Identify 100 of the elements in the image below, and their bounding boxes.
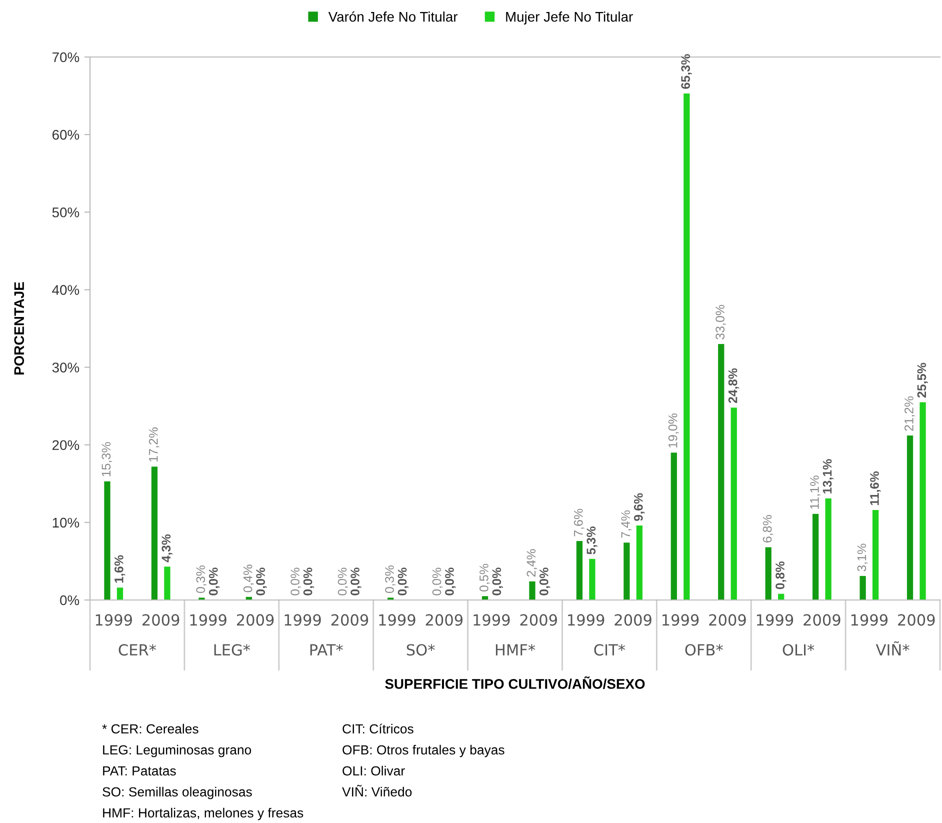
text: OLI: Olivar: [342, 766, 405, 776]
bar: [684, 93, 690, 600]
y-axis-title: PORCENTAJE: [14, 282, 24, 375]
y-tick-label: 60%: [52, 130, 80, 140]
data-label: 24,8%: [728, 368, 740, 404]
data-label: 0,3%: [196, 565, 207, 594]
x-axis-title: SUPERFICIE TIPO CULTIVO/AÑO/SEXO: [385, 676, 645, 690]
data-label: 0,0%: [492, 568, 503, 596]
bar: [765, 547, 772, 600]
data-label: 0,4%: [243, 564, 254, 592]
text: SO: Semillas oleaginosas: [102, 786, 252, 800]
bar: [825, 498, 832, 600]
data-label: 0,0%: [398, 568, 408, 596]
x-tick-label: 2009: [426, 614, 463, 626]
bar: [589, 558, 596, 600]
x-tick-label: 1999: [190, 614, 226, 626]
text: SO*: [406, 644, 435, 656]
data-label: 17,2%: [148, 427, 160, 462]
y-tick-label: 40%: [52, 285, 80, 295]
data-label: 0,0%: [338, 568, 348, 596]
y-tick-label: 0%: [60, 595, 80, 606]
x-tick-label: 1999: [756, 614, 794, 626]
data-label: 0,5%: [480, 564, 490, 592]
data-label: 6,8%: [762, 515, 774, 542]
legend-label: Varón Jefe No Titular: [328, 11, 458, 22]
text: OLI*: [782, 644, 814, 656]
x-tick-label: 2009: [142, 614, 180, 626]
text: LEG: Leguminosas grano: [103, 744, 252, 758]
data-label: 7,6%: [574, 508, 584, 536]
x-tick-label: 2009: [709, 614, 746, 626]
text: OFB*: [685, 644, 723, 656]
y-tick-label: 70%: [52, 52, 80, 62]
x-tick-label: 2009: [614, 614, 652, 626]
text: HMF: Hortalizas, melones y fresas: [103, 808, 304, 820]
data-label: 0,0%: [303, 568, 314, 596]
data-label: 4,3%: [162, 534, 172, 562]
bar: [104, 481, 110, 600]
x-tick-label: 1999: [568, 614, 604, 626]
data-label: 11,6%: [870, 471, 881, 506]
data-label: 0,0%: [350, 568, 362, 596]
text: HMF*: [496, 644, 536, 656]
data-label: 0,0%: [445, 568, 456, 596]
text: VIÑ: Viñedo: [342, 784, 412, 797]
bar: [576, 541, 583, 600]
data-label: 9,6%: [634, 493, 645, 521]
data-label: 65,3%: [681, 54, 692, 89]
bar: [718, 344, 724, 600]
bar: [116, 588, 124, 600]
bar: [529, 581, 536, 600]
y-tick-label: 30%: [52, 362, 80, 372]
text: LEG*: [214, 644, 250, 656]
y-tick-label: 50%: [52, 207, 80, 218]
x-tick-label: 1999: [379, 614, 416, 626]
data-label: 1,6%: [114, 555, 126, 583]
bar: [164, 566, 170, 600]
bar: [636, 526, 642, 600]
bar: [624, 542, 630, 600]
data-label: 5,3%: [586, 526, 598, 554]
text: CER*: [118, 644, 156, 656]
data-label: 21,2%: [904, 396, 915, 431]
data-label: 0,0%: [290, 568, 301, 596]
bar: [151, 466, 158, 600]
data-label: 7,4%: [621, 510, 632, 538]
x-tick-label: 1999: [662, 614, 699, 626]
bar: [812, 514, 819, 600]
x-tick-label: 1999: [474, 614, 510, 626]
x-tick-label: 2009: [898, 614, 935, 626]
bar: [670, 452, 677, 600]
y-tick-label: 10%: [52, 518, 80, 528]
x-tick-label: 1999: [96, 614, 132, 626]
y-tick-label: 20%: [52, 440, 80, 450]
data-label: 0,8%: [776, 561, 786, 590]
x-tick-label: 2009: [804, 614, 840, 626]
bar: [906, 436, 914, 600]
bar: [872, 510, 879, 600]
bar: [920, 402, 926, 600]
legend-label: Mujer Jefe No Titular: [506, 12, 633, 24]
data-label: 11,1%: [810, 476, 820, 509]
x-tick-label: 2009: [331, 614, 368, 626]
data-label: 0,0%: [256, 568, 267, 596]
x-tick-label: 2009: [236, 614, 274, 626]
bar: [730, 408, 737, 600]
x-tick-label: 2009: [520, 614, 557, 626]
x-tick-label: 1999: [284, 614, 321, 626]
text: CIT: Cítricos: [342, 724, 414, 734]
data-label: 0,0%: [432, 568, 443, 596]
text: OFB: Otros frutales y bayas: [342, 744, 504, 758]
data-label: 0,0%: [208, 568, 220, 596]
data-label: 0,0%: [539, 568, 550, 596]
data-label: 3,1%: [857, 544, 868, 572]
data-label: 25,5%: [917, 362, 928, 398]
data-label: 15,3%: [102, 442, 112, 476]
data-label: 13,1%: [822, 459, 834, 494]
data-label: 19,0%: [668, 413, 679, 448]
bar: [860, 576, 866, 600]
text: VIÑ*: [876, 641, 910, 656]
text: PAT: Patatas: [103, 766, 176, 776]
data-label: 0,3%: [385, 565, 396, 594]
text: CIT*: [594, 644, 626, 656]
x-tick-label: 1999: [851, 614, 888, 626]
